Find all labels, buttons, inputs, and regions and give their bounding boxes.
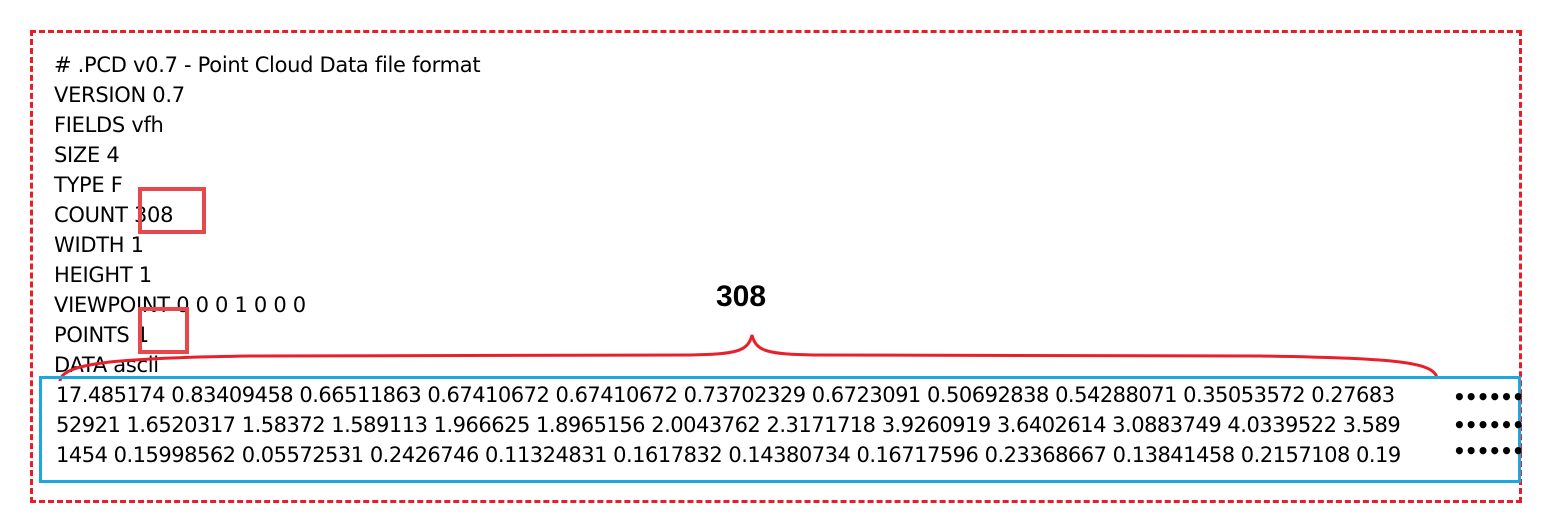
- brace-label: 308: [716, 280, 767, 313]
- header-line-height: HEIGHT 1: [54, 263, 152, 287]
- outer-dashed-frame: [30, 30, 1522, 503]
- ellipsis-row-2: ••••••: [1453, 413, 1525, 437]
- header-line-size: SIZE 4: [54, 143, 120, 167]
- header-line-comment: # .PCD v0.7 - Point Cloud Data file form…: [54, 53, 481, 77]
- data-line-3: 1454 0.15998562 0.05572531 0.2426746 0.1…: [56, 443, 1401, 467]
- header-line-type: TYPE F: [54, 173, 123, 197]
- brace-path: [58, 334, 1439, 382]
- ellipsis-row-3: ••••••: [1453, 439, 1525, 463]
- ellipsis-row-1: ••••••: [1453, 385, 1525, 409]
- data-highlight-frame: [39, 376, 1521, 483]
- count-highlight-box: [138, 187, 206, 234]
- data-line-1: 17.485174 0.83409458 0.66511863 0.674106…: [56, 383, 1395, 407]
- pcd-header: # .PCD v0.7 - Point Cloud Data file form…: [54, 50, 481, 380]
- pcd-data: 17.485174 0.83409458 0.66511863 0.674106…: [56, 380, 1441, 470]
- points-highlight-box: [138, 307, 189, 354]
- data-line-2: 52921 1.6520317 1.58372 1.589113 1.96662…: [56, 413, 1401, 437]
- header-line-width: WIDTH 1: [54, 233, 144, 257]
- header-line-fields: FIELDS vfh: [54, 113, 164, 137]
- header-line-viewpoint: VIEWPOINT 0 0 0 1 0 0 0: [54, 293, 306, 317]
- header-line-version: VERSION 0.7: [54, 83, 185, 107]
